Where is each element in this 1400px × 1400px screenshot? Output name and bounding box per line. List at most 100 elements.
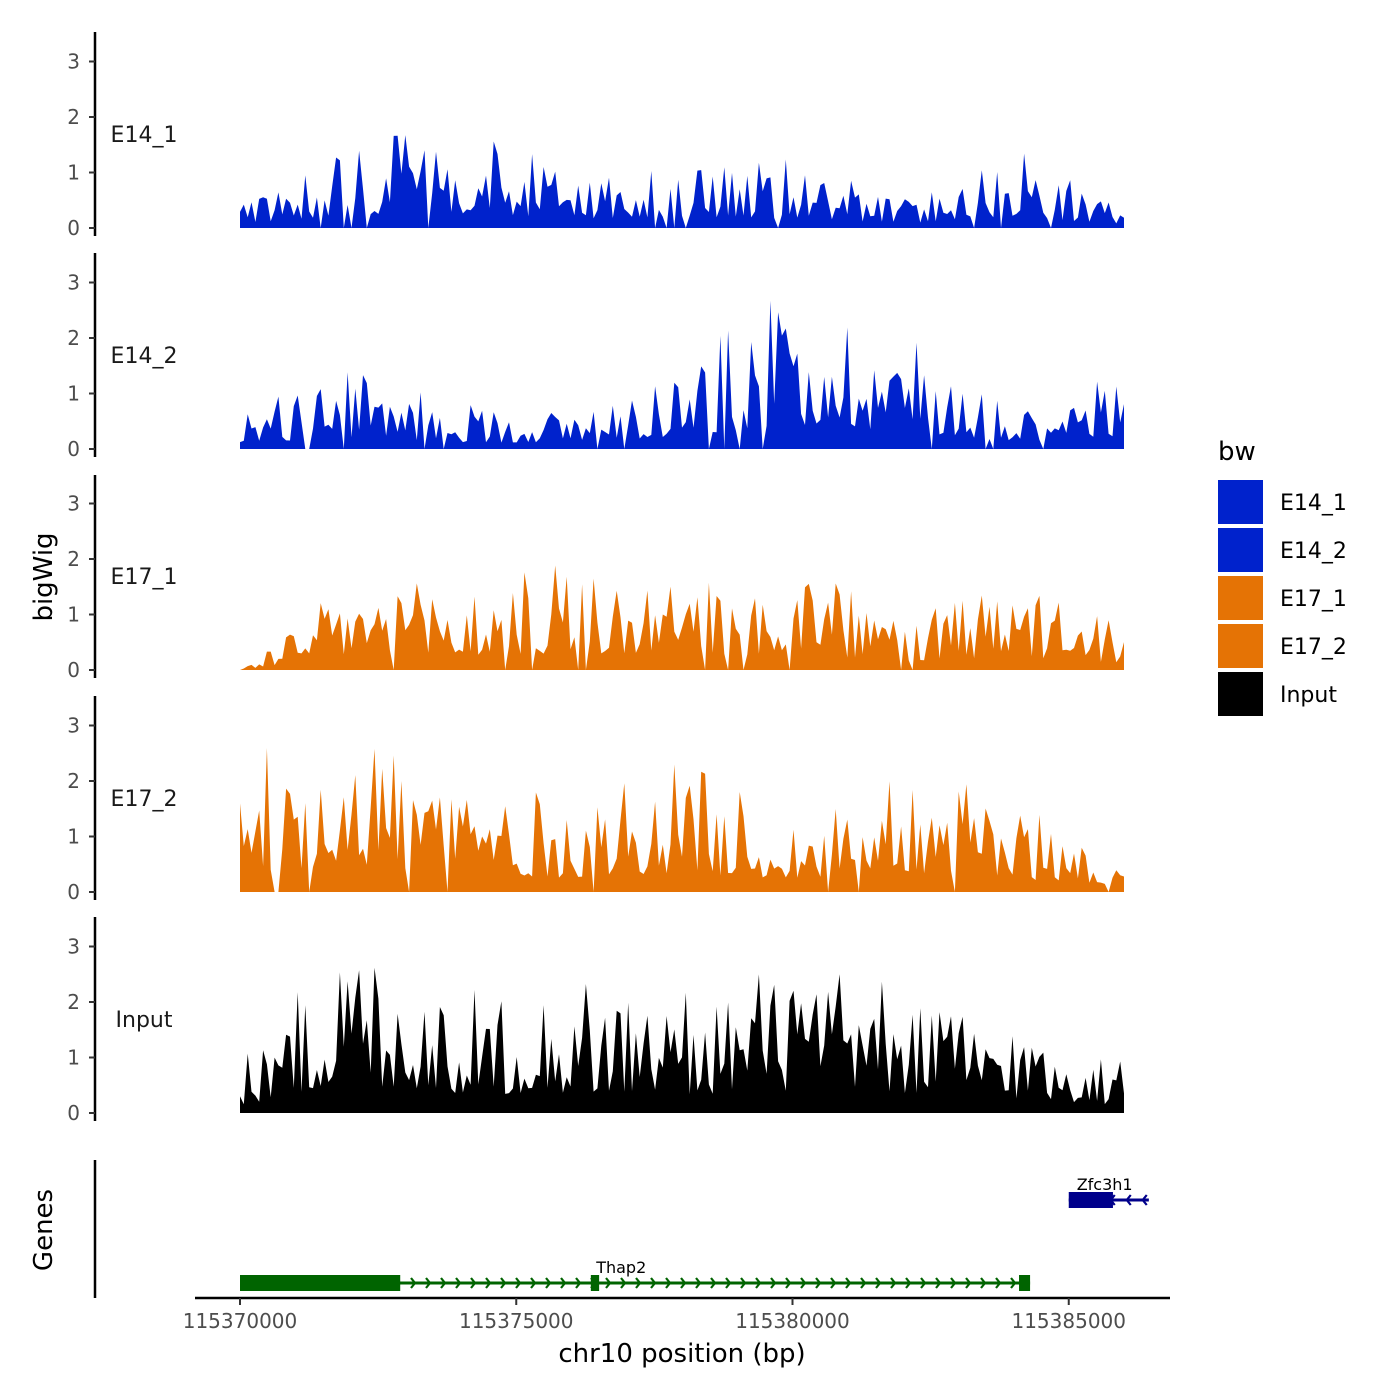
signal-tracks: 0 1 2 3 E14_1 0 1 2 3 E14_2 0 1 2 3 E17_1 0 1 2 3 E17_2 0 1 2 3… [67, 32, 1124, 1125]
signal-area-E14_2 [240, 300, 1124, 449]
strand-arrow-Thap2 [845, 1277, 852, 1289]
exon-Thap2-2 [1019, 1275, 1031, 1291]
x-axis-title: chr10 position (bp) [558, 1339, 805, 1369]
strand-arrow-Thap2 [950, 1277, 957, 1289]
y-tick-label-Input-0: 0 [67, 1101, 80, 1125]
legend-title: bw [1218, 437, 1256, 467]
strand-arrow-Thap2 [635, 1277, 642, 1289]
strand-arrow-Thap2 [455, 1277, 462, 1289]
strand-arrow-Thap2 [470, 1277, 477, 1289]
strand-arrow-Thap2 [785, 1277, 792, 1289]
legend-key-E17_2 [1218, 624, 1263, 668]
y-tick-label-E14_2-1: 1 [67, 382, 80, 406]
strand-arrow-Thap2 [680, 1277, 687, 1289]
strand-arrow-Thap2 [530, 1277, 537, 1289]
strand-arrow-Thap2 [890, 1277, 897, 1289]
strand-arrow-Thap2 [410, 1277, 417, 1289]
x-tick-label-115370000: 115370000 [183, 1309, 298, 1333]
y-tick-label-E17_2-1: 1 [67, 825, 80, 849]
signal-area-E17_1 [240, 565, 1124, 670]
track-label-Input: Input [116, 1008, 173, 1033]
y-tick-label-E17_1-1: 1 [67, 603, 80, 627]
strand-arrow-Thap2 [620, 1277, 627, 1289]
strand-arrow-Thap2 [440, 1277, 447, 1289]
legend: bw E14_1 E14_2 E17_1 E17_2 Input [1218, 437, 1347, 716]
x-tick-label-115385000: 115385000 [1011, 1309, 1126, 1333]
strand-arrow-Thap2 [965, 1277, 972, 1289]
strand-arrow-Thap2 [830, 1277, 837, 1289]
y-tick-label-Input-2: 2 [67, 990, 80, 1014]
exon-Thap2-0 [240, 1275, 401, 1291]
legend-label-E17_1: E17_1 [1280, 587, 1347, 612]
y-tick-label-E14_1-0: 0 [67, 216, 80, 240]
y-tick-label-E14_2-0: 0 [67, 437, 80, 461]
track-E17_2: 0 1 2 3 E17_2 [67, 696, 1124, 904]
track-label-E14_1: E14_1 [111, 123, 178, 148]
y-tick-label-E17_1-2: 2 [67, 547, 80, 571]
strand-arrow-Thap2 [665, 1277, 672, 1289]
strand-arrow-Thap2 [650, 1277, 657, 1289]
legend-label-E14_2: E14_2 [1280, 539, 1347, 564]
gene-Zfc3h1: Zfc3h1 [1068, 1175, 1149, 1208]
legend-key-E14_1 [1218, 480, 1263, 524]
gene-panel: Thap2 Zfc3h1 [93, 1160, 1149, 1298]
strand-arrow-Thap2 [935, 1277, 942, 1289]
strand-arrow-Zfc3h1 [1141, 1194, 1148, 1206]
strand-arrow-Thap2 [815, 1277, 822, 1289]
track-E17_1: 0 1 2 3 E17_1 [67, 475, 1124, 682]
y-tick-label-E17_2-0: 0 [67, 880, 80, 904]
strand-arrow-Thap2 [740, 1277, 747, 1289]
strand-arrow-Thap2 [560, 1277, 567, 1289]
legend-label-E14_1: E14_1 [1280, 491, 1347, 516]
strand-arrow-Thap2 [905, 1277, 912, 1289]
strand-arrow-Zfc3h1 [1125, 1194, 1132, 1206]
strand-arrow-Thap2 [575, 1277, 582, 1289]
exon-Zfc3h1-0 [1068, 1192, 1113, 1208]
track-label-E14_2: E14_2 [111, 344, 178, 369]
exon-Thap2-1 [590, 1275, 600, 1291]
strand-arrow-Thap2 [875, 1277, 882, 1289]
gene-label-Thap2: Thap2 [595, 1258, 646, 1277]
strand-arrow-Thap2 [980, 1277, 987, 1289]
gene-label-Zfc3h1: Zfc3h1 [1077, 1175, 1133, 1194]
y-tick-label-E14_2-3: 3 [67, 271, 80, 295]
strand-arrow-Thap2 [485, 1277, 492, 1289]
x-tick-label-115380000: 115380000 [735, 1309, 850, 1333]
strand-arrow-Thap2 [695, 1277, 702, 1289]
legend-label-E17_2: E17_2 [1280, 635, 1347, 660]
strand-arrow-Thap2 [995, 1277, 1002, 1289]
strand-arrow-Thap2 [1010, 1277, 1017, 1289]
track-label-E17_1: E17_1 [111, 565, 178, 590]
track-E14_2: 0 1 2 3 E14_2 [67, 253, 1124, 461]
y-tick-label-E17_1-0: 0 [67, 658, 80, 682]
legend-key-E14_2 [1218, 528, 1263, 572]
y-tick-label-E14_1-3: 3 [67, 50, 80, 74]
y-tick-label-E17_2-3: 3 [67, 714, 80, 738]
y-axis-title: bigWig [29, 532, 59, 621]
strand-arrow-Thap2 [500, 1277, 507, 1289]
signal-area-Input [240, 967, 1124, 1113]
gene-Thap2: Thap2 [240, 1258, 1031, 1291]
strand-arrow-Thap2 [710, 1277, 717, 1289]
track-Input: 0 1 2 3 Input [67, 917, 1124, 1125]
y-tick-label-Input-3: 3 [67, 935, 80, 959]
legend-label-Input: Input [1280, 683, 1337, 708]
y-tick-label-E14_2-2: 2 [67, 326, 80, 350]
strand-arrow-Thap2 [860, 1277, 867, 1289]
strand-arrow-Thap2 [425, 1277, 432, 1289]
legend-key-Input [1218, 672, 1263, 716]
strand-arrow-Thap2 [545, 1277, 552, 1289]
strand-arrow-Thap2 [725, 1277, 732, 1289]
track-E14_1: 0 1 2 3 E14_1 [67, 32, 1124, 240]
y-tick-label-E17_1-3: 3 [67, 492, 80, 516]
y-tick-label-E14_1-1: 1 [67, 161, 80, 185]
y-tick-label-Input-1: 1 [67, 1046, 80, 1070]
y-tick-label-E14_1-2: 2 [67, 105, 80, 129]
genes-axis-title: Genes [29, 1189, 59, 1271]
track-label-E17_2: E17_2 [111, 787, 178, 812]
legend-key-E17_1 [1218, 576, 1263, 620]
strand-arrow-Thap2 [605, 1277, 612, 1289]
y-tick-label-E17_2-2: 2 [67, 769, 80, 793]
x-axis: 115370000 115375000 115380000 115385000 [183, 1296, 1170, 1333]
